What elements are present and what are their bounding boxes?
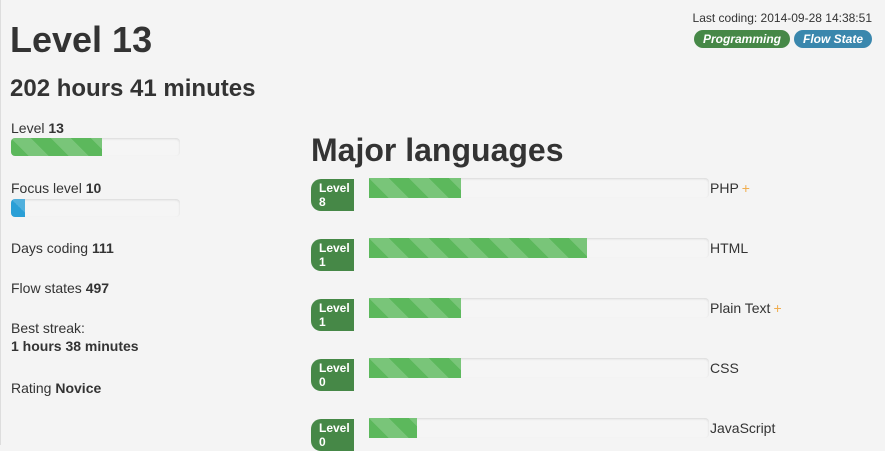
expand-plus-icon[interactable]: +: [773, 300, 782, 316]
language-progress-bar: [369, 178, 709, 198]
focus-progress-fill: [11, 199, 25, 217]
language-name: CSS: [710, 359, 739, 377]
total-hours: 202 hours 41 minutes: [10, 75, 256, 102]
language-progress-fill: [369, 178, 461, 198]
focus-level-value: 10: [85, 180, 102, 196]
language-name-text: JavaScript: [710, 420, 776, 436]
days-coding-label: Days coding: [11, 240, 89, 256]
flow-states-label: Flow states: [11, 280, 82, 296]
language-progress-bar: [369, 238, 709, 258]
status-panel: Last coding: 2014-09-28 14:38:51 Program…: [693, 10, 872, 48]
language-progress-fill: [369, 238, 587, 258]
level-stat-label: Level: [11, 120, 45, 136]
language-progress-fill: [369, 418, 417, 438]
language-name-text: CSS: [710, 360, 739, 376]
focus-progress-bar: [11, 199, 180, 217]
language-name: Plain Text +: [710, 299, 782, 317]
focus-level-label: Focus level: [11, 180, 82, 196]
expand-plus-icon[interactable]: +: [741, 180, 750, 196]
focus-level-stat: Focus level 10: [11, 179, 101, 197]
last-coding-timestamp: Last coding: 2014-09-28 14:38:51: [692, 11, 872, 25]
rating-stat: Rating Novice: [11, 379, 101, 397]
best-streak-label: Best streak:: [11, 320, 85, 336]
major-languages-heading: Major languages: [311, 132, 564, 168]
language-level-badge: Level 8: [311, 179, 354, 211]
level-title: Level 13: [10, 19, 153, 60]
language-progress-fill: [369, 298, 461, 318]
language-level-badge: Level 1: [311, 239, 354, 271]
language-name-text: PHP: [710, 180, 739, 196]
best-streak-value: 1 hours 38 minutes: [11, 338, 139, 354]
flow-state-badge: Flow State: [793, 30, 872, 48]
best-streak-stat: Best streak: 1 hours 38 minutes: [11, 319, 139, 355]
status-badges: Programming Flow State: [693, 30, 872, 48]
level-stat-value: 13: [48, 120, 64, 136]
language-name: HTML: [710, 239, 748, 257]
level-progress-fill: [11, 138, 103, 156]
days-coding-stat: Days coding 111: [11, 239, 114, 257]
language-name: JavaScript: [710, 419, 775, 437]
rating-label: Rating: [11, 380, 52, 396]
language-level-badge: Level 1: [311, 299, 354, 331]
language-progress-bar: [369, 358, 709, 378]
rating-value: Novice: [55, 380, 102, 396]
days-coding-value: 111: [91, 240, 114, 256]
flow-states-value: 497: [85, 280, 110, 296]
level-stat: Level 13: [11, 119, 64, 137]
language-progress-bar: [369, 298, 709, 318]
language-name-text: HTML: [710, 240, 749, 256]
level-progress-bar: [11, 138, 180, 156]
language-level-badge: Level 0: [311, 419, 354, 451]
programming-badge: Programming: [693, 30, 790, 48]
language-progress-fill: [369, 358, 461, 378]
language-name: PHP +: [710, 179, 750, 197]
language-progress-bar: [369, 418, 709, 438]
flow-states-stat: Flow states 497: [11, 279, 109, 297]
language-level-badge: Level 0: [311, 359, 354, 391]
language-name-text: Plain Text: [710, 300, 771, 316]
